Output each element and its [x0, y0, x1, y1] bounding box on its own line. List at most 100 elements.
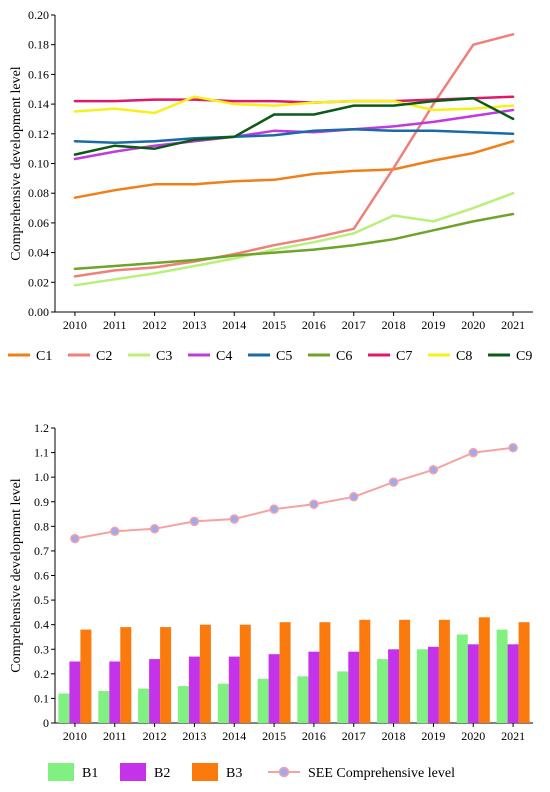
y-axis-title: Comprehensive development level [9, 478, 24, 672]
series-line-c3 [73, 191, 515, 287]
x-tick-label: 2020 [461, 729, 485, 743]
series-line-c4 [73, 108, 515, 161]
see-comprehensive-point [468, 447, 479, 458]
y-tick-label: 0.5 [34, 593, 49, 607]
legend-label-c2: C2 [96, 349, 112, 364]
y-tick-label: 0.4 [34, 618, 49, 632]
bar-b2 [467, 644, 479, 723]
y-tick-label: 0.3 [34, 642, 49, 656]
y-tick-label: 1.0 [34, 470, 49, 484]
y-tick-label: 0 [43, 716, 49, 730]
bar-b2 [268, 654, 280, 723]
line-chart-panel: 0.00 0.02 0.04 0.06 0.08 0.10 0.12 0.14 0.16 0.18… [8, 8, 533, 364]
x-tick-label: 2011 [103, 729, 127, 743]
x-tick-label: 2012 [143, 318, 167, 332]
bar-b3 [438, 619, 450, 724]
y-tick-label: 0.6 [34, 569, 49, 583]
series-line-c6 [73, 212, 515, 271]
y-tick-label: 0.06 [28, 216, 49, 230]
bar-b3 [518, 622, 530, 723]
see-comprehensive-point [349, 492, 359, 502]
legend-label-c4: C4 [216, 349, 232, 364]
bar-b3 [160, 627, 172, 723]
bar-chart-panel: 0 0.1 0.2 0.3 0.4 0.5 0.6 0.7 0.8 0.9 1.0 1.1 1.2 201… [9, 421, 533, 781]
x-tick-label: 2017 [342, 318, 366, 332]
legend-label-c3: C3 [156, 349, 172, 364]
bar-b1 [257, 678, 269, 724]
bar-b1 [217, 683, 229, 723]
x-tick-label: 2019 [421, 318, 445, 332]
x-tick-label: 2018 [382, 318, 406, 332]
bar-b1 [138, 688, 150, 723]
x-tick-label: 2015 [262, 318, 286, 332]
series-line-c1 [73, 139, 515, 199]
bar-b1 [177, 686, 189, 723]
y-tick-label: 0.20 [28, 8, 49, 22]
x-tick-label: 2020 [461, 318, 485, 332]
legend-label-see-comprehensive: SEE Comprehensive level [308, 766, 455, 781]
see-comprehensive-line [74, 446, 514, 540]
bar-b1 [98, 691, 110, 723]
series-line-c5 [73, 128, 515, 144]
see-comprehensive-point [428, 465, 439, 475]
bar-b2 [149, 659, 161, 723]
see-comprehensive-point [508, 442, 518, 453]
bar-b3 [359, 619, 371, 724]
bar-b1 [377, 659, 389, 723]
bar-b2 [308, 651, 320, 723]
legend-swatch-b2 [120, 763, 146, 781]
bar-b1 [416, 649, 428, 724]
bar-b3 [239, 624, 251, 723]
bar-b3 [279, 622, 291, 723]
y-tick-label: 0.18 [28, 38, 49, 52]
legend-label-c8: C8 [456, 349, 472, 364]
bar-b2 [507, 644, 519, 723]
bar-b2 [348, 651, 360, 723]
see-comprehensive-point [189, 516, 200, 527]
legend-label-c1: C1 [36, 349, 52, 364]
y-tick-label: 1.2 [34, 421, 49, 435]
series-line-c2 [73, 33, 515, 278]
x-tick-label: 2014 [222, 318, 246, 332]
y-tick-label: 0.04 [28, 246, 49, 260]
legend-label-c5: C5 [276, 349, 292, 364]
bar-b2 [388, 649, 400, 724]
series-line-c8 [73, 95, 515, 115]
legend-label-c6: C6 [336, 349, 352, 364]
x-tick-label: 2010 [63, 729, 87, 743]
see-comprehensive-point [309, 499, 319, 509]
bar-b3 [399, 619, 411, 724]
bar-b2 [109, 661, 121, 723]
y-tick-label: 0.14 [28, 97, 49, 111]
x-tick-label: 2015 [262, 729, 286, 743]
x-tick-label: 2018 [382, 729, 406, 743]
see-comprehensive-point [269, 504, 279, 514]
legend-label-c7: C7 [396, 349, 412, 364]
see-comprehensive-point [388, 477, 399, 487]
bar-b3 [319, 622, 331, 723]
x-tick-label: 2013 [182, 729, 206, 743]
bar-b1 [337, 671, 349, 723]
y-tick-label: 0.08 [28, 186, 49, 200]
x-tick-label: 2011 [103, 318, 127, 332]
legend-swatch-see-marker [278, 766, 290, 778]
y-tick-label: 0.00 [28, 305, 49, 319]
x-tick-label: 2021 [501, 318, 525, 332]
legend-label-b3: B3 [226, 766, 242, 781]
x-tick-label: 2017 [342, 729, 366, 743]
bar-b2 [427, 646, 439, 723]
y-tick-label: 0.1 [34, 691, 49, 705]
x-tick-label: 2013 [182, 318, 206, 332]
legend-swatch-b1 [48, 763, 74, 781]
bar-b2 [188, 656, 200, 723]
y-tick-label: 0.02 [28, 275, 49, 289]
x-tick-label: 2012 [143, 729, 167, 743]
see-comprehensive-point [110, 526, 120, 537]
bar-b3 [80, 629, 92, 723]
bar-b3 [120, 627, 132, 723]
bar-b2 [69, 661, 81, 723]
y-tick-label: 0.10 [28, 157, 49, 171]
see-comprehensive-point [70, 533, 80, 544]
see-comprehensive-point [229, 514, 240, 524]
